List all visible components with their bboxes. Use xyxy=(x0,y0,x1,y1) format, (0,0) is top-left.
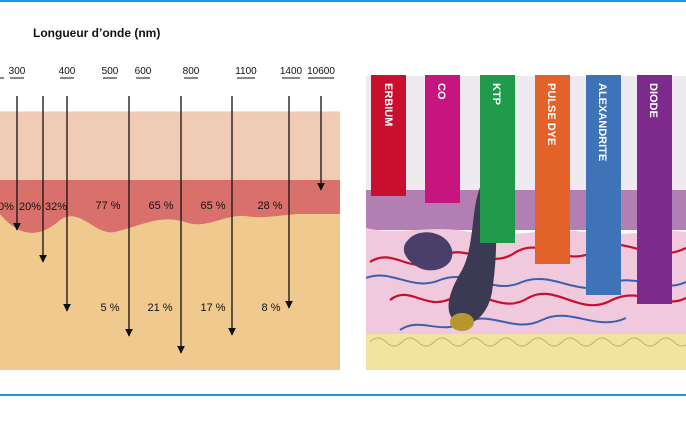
percentage-label: 17 % xyxy=(200,302,225,314)
hair-bulb xyxy=(450,313,474,331)
percentage-label: 5 % xyxy=(101,302,120,314)
sebaceous-gland xyxy=(403,232,453,271)
lower-percentages: 5 % 21 % 17 % 8 % xyxy=(101,302,281,314)
dermal-papillae xyxy=(0,206,340,233)
wavelength-label: 500 xyxy=(102,66,119,77)
laser-beams: ERBIUM CO KTP PULSE DYE ALEXANDRITE DIOD… xyxy=(371,75,672,304)
percentage-label: 65 % xyxy=(200,200,225,212)
laser-ktp: KTP xyxy=(480,75,515,243)
fat-cells xyxy=(369,337,686,347)
percentage-label: 77 % xyxy=(95,200,120,212)
dermis-layer xyxy=(0,214,340,370)
percentage-label: 21 % xyxy=(147,302,172,314)
svg-text:ALEXANDRITE: ALEXANDRITE xyxy=(596,83,608,161)
svg-text:PULSE DYE: PULSE DYE xyxy=(545,83,557,145)
blood-vessels-blue xyxy=(366,274,686,331)
svg-text:ERBIUM: ERBIUM xyxy=(382,83,394,126)
wavelength-label: 800 xyxy=(183,66,200,77)
percentage-label: 8 % xyxy=(262,302,281,314)
percentage-label: 28 % xyxy=(257,200,282,212)
svg-text:KTP: KTP xyxy=(490,83,502,105)
wavelength-label: 1100 xyxy=(235,66,257,77)
illustration-fat-layer xyxy=(366,334,686,370)
bottom-rule xyxy=(0,394,686,396)
illustration-basal-band xyxy=(366,190,686,230)
skin-cross-section xyxy=(0,111,340,370)
wavelength-label: 600 xyxy=(135,66,152,77)
percentage-label: 20% xyxy=(19,201,41,213)
laser-pulse-dye: PULSE DYE xyxy=(535,75,570,264)
wavelength-label: 400 xyxy=(59,66,76,77)
epidermis-layer xyxy=(0,112,340,182)
wavelength-label: 300 xyxy=(9,66,26,77)
upper-percentages: 0% 20% 32% 77 % 65 % 65 % 28 % xyxy=(0,200,283,213)
percentage-label: 32% xyxy=(45,201,67,213)
svg-text:CO: CO xyxy=(435,83,447,100)
laser-diode: DIODE xyxy=(637,75,672,304)
laser-co: CO xyxy=(425,75,460,203)
laser-alexandrite: ALEXANDRITE xyxy=(586,75,621,295)
penetration-arrows xyxy=(13,96,325,354)
percentage-label: 0% xyxy=(0,201,14,213)
top-rule xyxy=(0,0,686,2)
wavelength-title: Longueur d’onde (nm) xyxy=(33,26,161,40)
laser-erbium: ERBIUM xyxy=(371,75,406,196)
svg-text:DIODE: DIODE xyxy=(647,83,659,118)
wavelength-scale: 300 400 500 600 800 1100 1400 10600 xyxy=(0,66,335,79)
wavelength-label: 1400 xyxy=(280,66,303,77)
wavelength-label: 10600 xyxy=(307,66,335,77)
percentage-label: 65 % xyxy=(148,200,173,212)
